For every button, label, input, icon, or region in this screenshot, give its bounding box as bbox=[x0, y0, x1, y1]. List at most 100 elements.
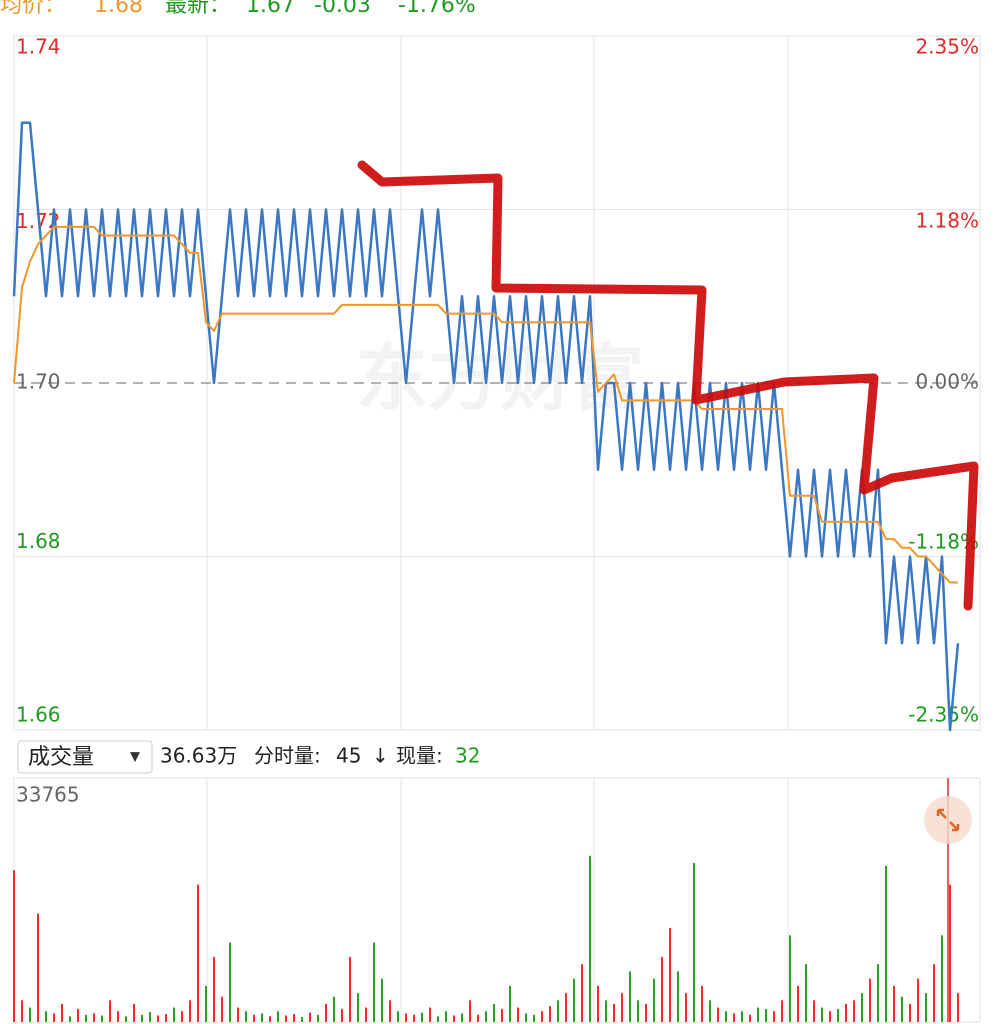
latest-value: 1.67 bbox=[246, 0, 295, 18]
volume-bar bbox=[341, 1008, 343, 1022]
y2-tick-label: 0.00% bbox=[915, 370, 979, 394]
volume-bar bbox=[893, 985, 895, 1022]
volume-bar bbox=[53, 1013, 55, 1022]
volume-bar bbox=[637, 1000, 639, 1022]
minute-arrow: ↓ bbox=[372, 744, 389, 768]
volume-bar bbox=[757, 1007, 759, 1022]
volume-bar bbox=[773, 1011, 775, 1022]
volume-bar bbox=[573, 978, 575, 1022]
volume-bar bbox=[141, 1014, 143, 1022]
volume-bar bbox=[661, 956, 663, 1022]
volume-bar bbox=[445, 1011, 447, 1022]
volume-total: 36.63万 bbox=[160, 744, 237, 768]
volume-bar bbox=[805, 964, 807, 1022]
volume-bar bbox=[205, 985, 207, 1022]
y2-tick-label: 2.35% bbox=[915, 35, 979, 59]
volume-bar bbox=[869, 978, 871, 1022]
volume-bar bbox=[653, 978, 655, 1022]
time-grid bbox=[206, 36, 789, 1022]
volume-bar bbox=[133, 1003, 135, 1022]
change-pct: -1.76% bbox=[398, 0, 476, 18]
volume-bar bbox=[245, 1011, 247, 1022]
current-label: 现量: bbox=[396, 744, 443, 768]
selector-arrow[interactable]: ▼ bbox=[130, 750, 140, 765]
volume-bar bbox=[285, 1015, 287, 1022]
volume-bar bbox=[437, 1016, 439, 1022]
selector-text[interactable]: 成交量 bbox=[28, 745, 94, 770]
volume-bar bbox=[693, 863, 695, 1022]
volume-bar bbox=[781, 1000, 783, 1022]
volume-bar bbox=[901, 996, 903, 1022]
volume-bar bbox=[45, 1011, 47, 1022]
volume-bar bbox=[357, 993, 359, 1022]
expand-icon[interactable] bbox=[936, 808, 960, 832]
volume-bar bbox=[237, 1007, 239, 1022]
volume-bar bbox=[189, 1000, 191, 1022]
volume-bar bbox=[709, 1000, 711, 1022]
minute-label: 分时量: bbox=[254, 744, 321, 768]
volume-bar bbox=[701, 985, 703, 1022]
volume-bar bbox=[181, 1011, 183, 1022]
expand-button[interactable] bbox=[924, 796, 972, 844]
volume-bar bbox=[229, 942, 231, 1022]
volume-bar bbox=[157, 1015, 159, 1022]
volume-bar bbox=[317, 1014, 319, 1022]
volume-bar bbox=[117, 1011, 119, 1022]
volume-bar bbox=[941, 935, 943, 1022]
volume-bar bbox=[525, 1013, 527, 1022]
volume-bar bbox=[93, 1013, 95, 1022]
volume-bar bbox=[325, 1003, 327, 1022]
volume-bar bbox=[597, 985, 599, 1022]
volume-bar bbox=[453, 1015, 455, 1022]
annotation-scribble bbox=[357, 160, 979, 611]
volume-bar bbox=[885, 865, 887, 1022]
volume-bar bbox=[173, 1007, 175, 1022]
volume-bar bbox=[957, 993, 959, 1022]
volume-bar bbox=[821, 1007, 823, 1022]
volume-bar bbox=[429, 1007, 431, 1022]
volume-bar bbox=[301, 1016, 303, 1022]
volume-bar bbox=[477, 1014, 479, 1022]
volume-bar bbox=[349, 956, 351, 1022]
volume-bar bbox=[413, 1014, 415, 1022]
volume-bar bbox=[101, 1015, 103, 1022]
volume-bar bbox=[461, 1013, 463, 1022]
volume-bar bbox=[605, 1000, 607, 1022]
selector[interactable] bbox=[17, 740, 153, 774]
volume-bar bbox=[669, 928, 671, 1022]
volume-bar bbox=[109, 1000, 111, 1022]
volume-bar bbox=[61, 1003, 63, 1022]
volume-bar bbox=[925, 993, 927, 1022]
minute-value: 45 bbox=[336, 744, 361, 768]
volume-bar bbox=[645, 1003, 647, 1022]
volume-bar bbox=[541, 1011, 543, 1022]
volume-bar bbox=[861, 993, 863, 1022]
y-tick-label: 1.70 bbox=[16, 370, 61, 394]
volume-bar bbox=[741, 1011, 743, 1022]
volume-bar bbox=[837, 1008, 839, 1022]
y-tick-label: 1.74 bbox=[16, 35, 61, 59]
volume-bar bbox=[581, 964, 583, 1022]
volume-bar bbox=[221, 996, 223, 1022]
volume-bar bbox=[509, 985, 511, 1022]
volume-bar bbox=[253, 1014, 255, 1022]
volume-bar bbox=[421, 1012, 423, 1022]
volume-bar bbox=[725, 1011, 727, 1022]
volume-bar bbox=[909, 1003, 911, 1022]
volume-bar bbox=[733, 1013, 735, 1022]
volume-bar bbox=[621, 993, 623, 1022]
volume-bar bbox=[213, 956, 215, 1022]
volume-bar bbox=[845, 1003, 847, 1022]
volume-bar bbox=[933, 964, 935, 1022]
volume-bar bbox=[613, 1003, 615, 1022]
volume-bar bbox=[469, 1000, 471, 1022]
y2-tick-label: -2.35% bbox=[908, 703, 979, 727]
y-tick-label: 1.68 bbox=[16, 529, 61, 553]
volume-bar bbox=[29, 1007, 31, 1022]
avg-value: 1.68 bbox=[94, 0, 143, 18]
volume-bar bbox=[501, 1008, 503, 1022]
volume-bar bbox=[197, 884, 199, 1022]
current-value: 32 bbox=[455, 744, 480, 768]
volume-bar bbox=[685, 993, 687, 1022]
